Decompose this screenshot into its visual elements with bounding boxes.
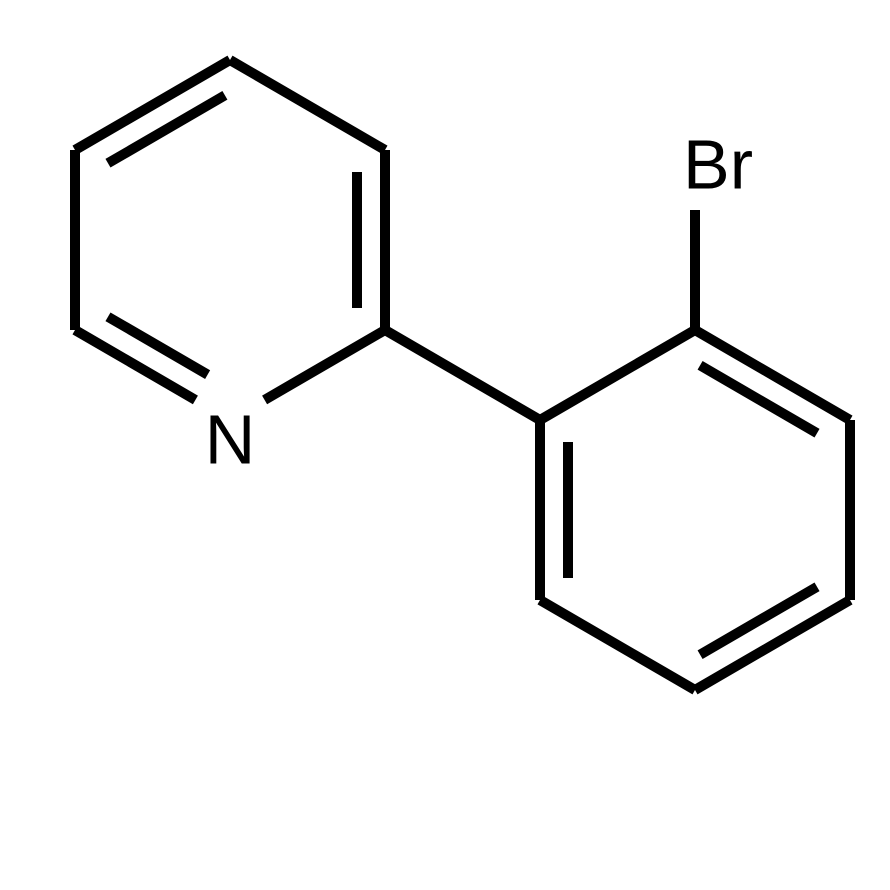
bond-py6-py1 — [265, 330, 385, 400]
bond-inter-ring — [385, 330, 540, 420]
bond2-ph2-ph3 — [700, 365, 817, 433]
bromine-label: Br — [683, 125, 753, 203]
bond-py1-py2 — [75, 330, 195, 400]
bond2-py3-py4 — [108, 95, 225, 163]
nitrogen-label: N — [205, 400, 256, 478]
bond2-py1-py2 — [108, 317, 208, 375]
labels-group: N Br — [205, 125, 753, 478]
bond-ph5-ph6 — [540, 600, 695, 690]
bond2-ph4-ph5 — [700, 587, 817, 655]
bond-py4-py5 — [230, 60, 385, 150]
bond-ph1-ph2 — [540, 330, 695, 420]
molecule-diagram: N Br — [0, 0, 890, 890]
